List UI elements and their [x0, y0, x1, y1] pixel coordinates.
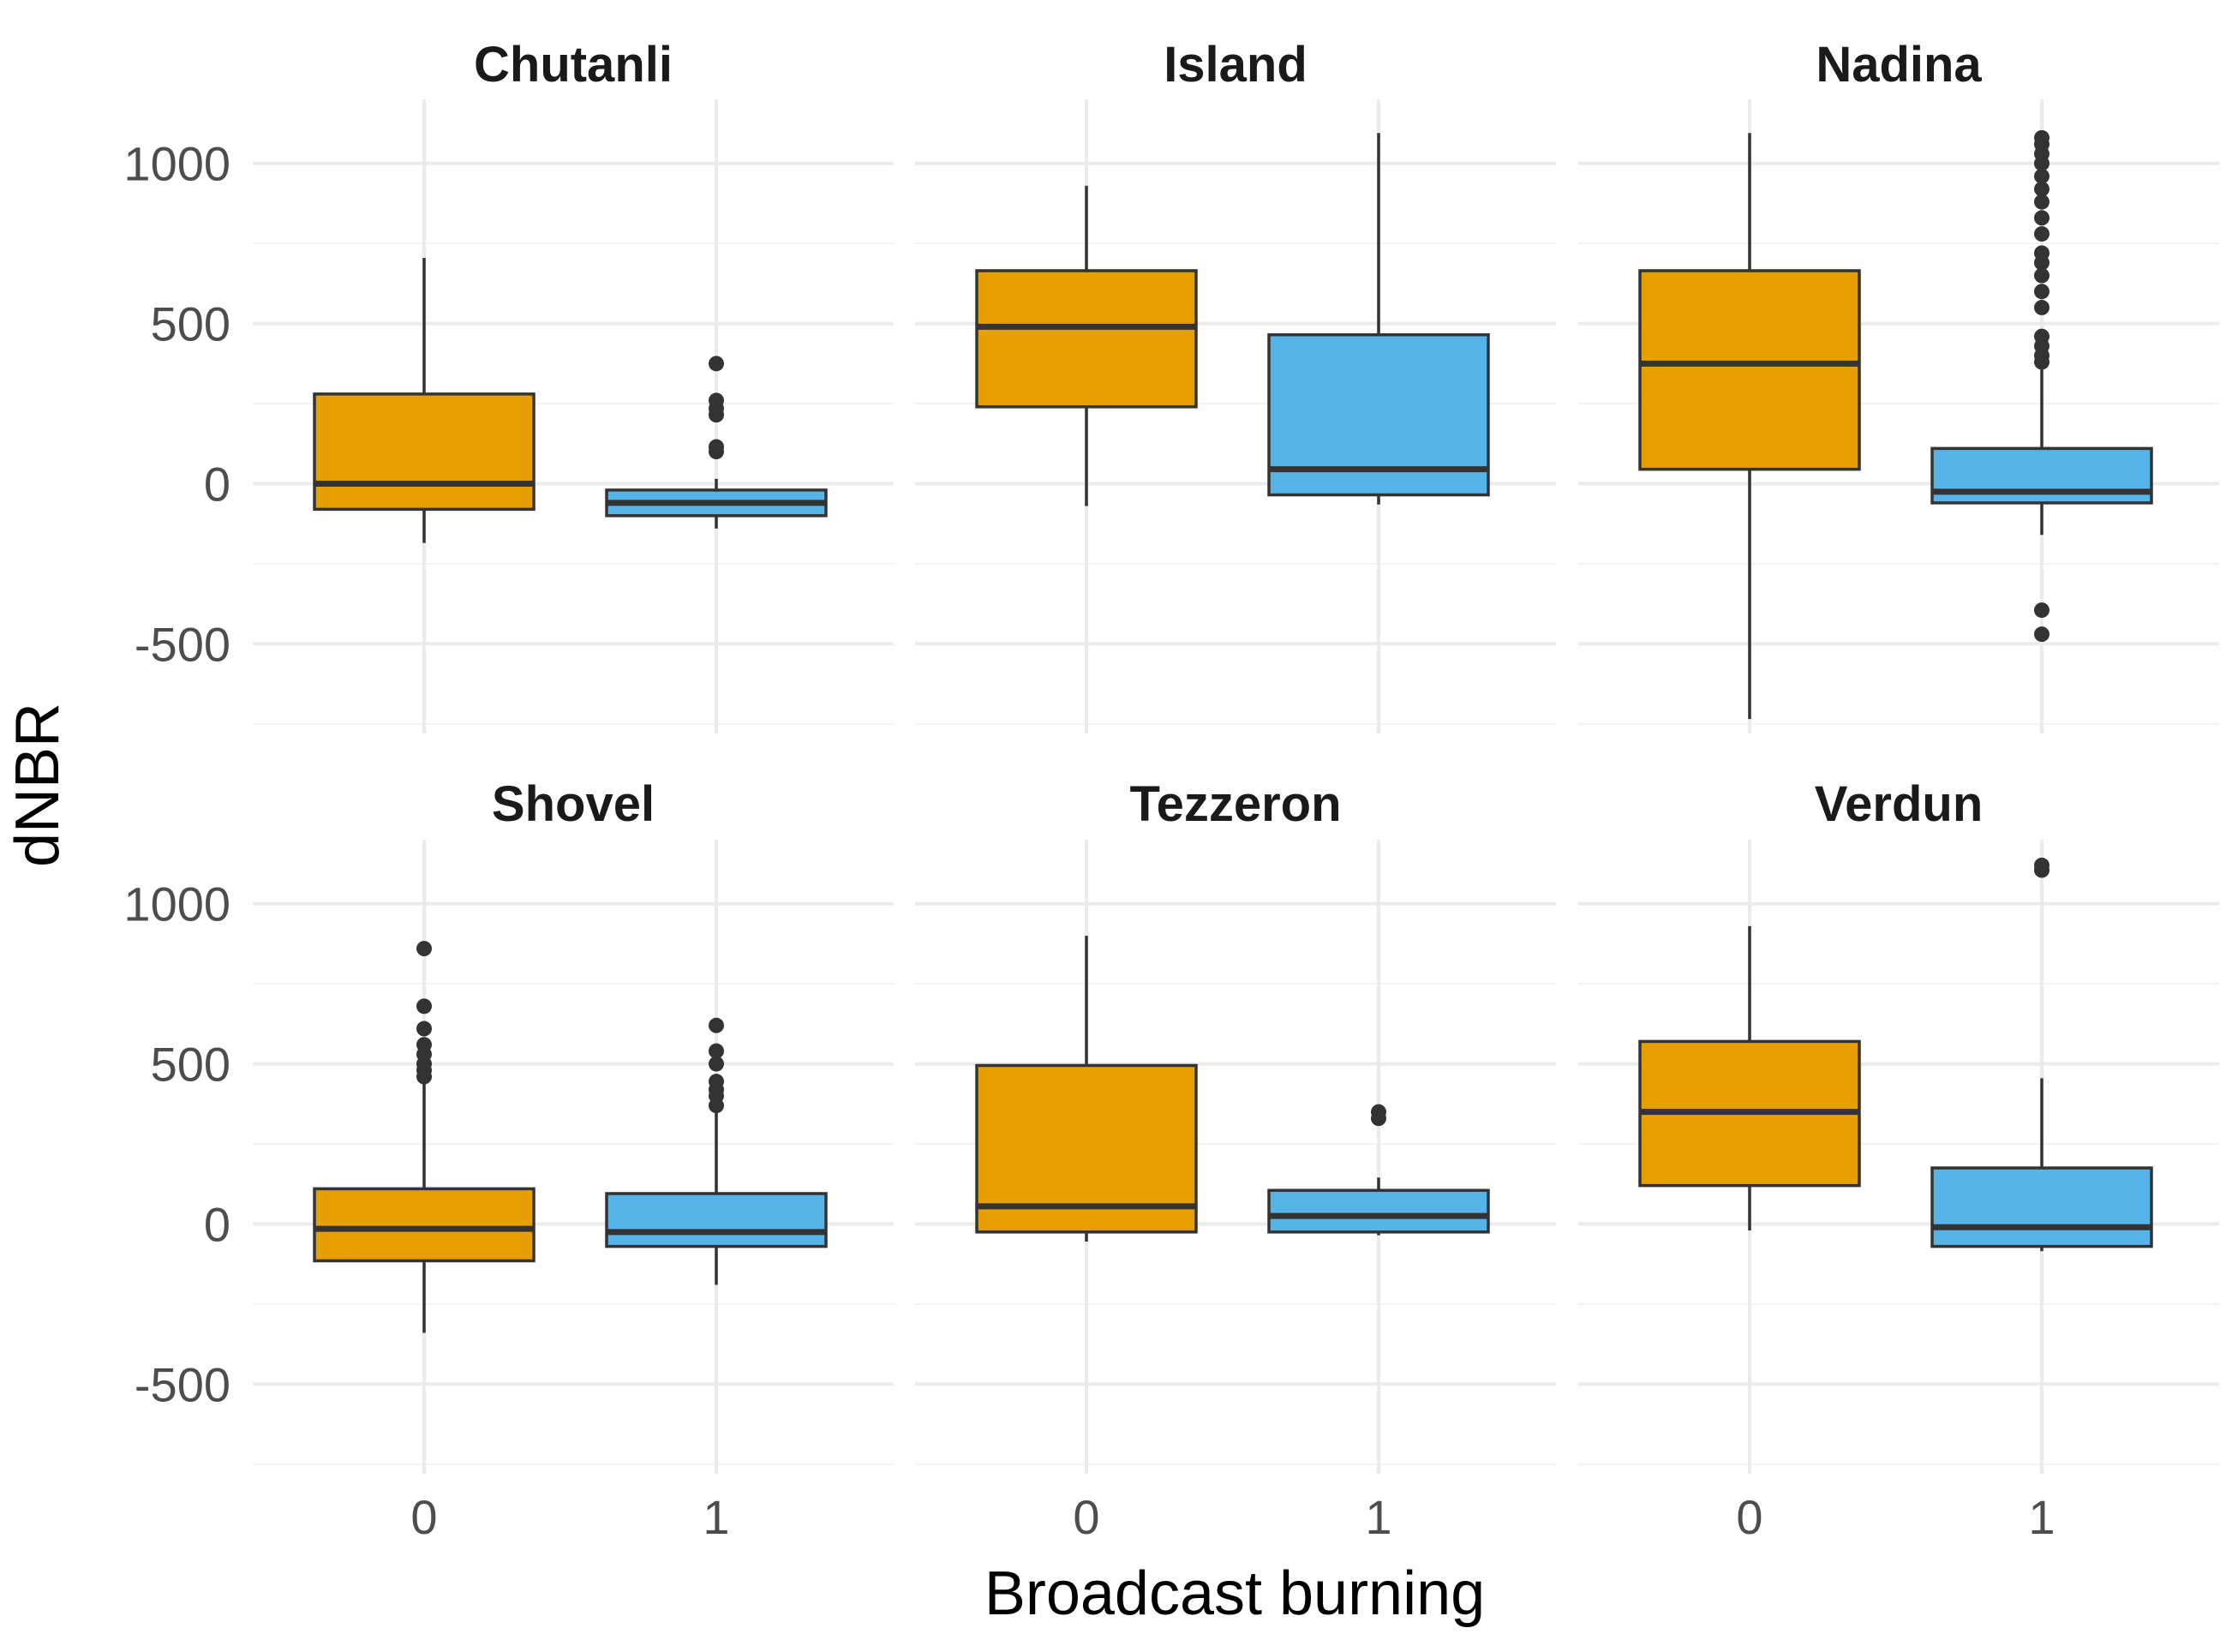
outlier-point	[709, 392, 724, 409]
y-tick-label: 500	[151, 297, 230, 351]
x-axis-title: Broadcast burning	[984, 1559, 1485, 1628]
facet-label-tezzeron: Tezzeron	[1129, 776, 1341, 832]
outlier-point	[2034, 168, 2050, 184]
outlier-point	[2034, 284, 2050, 300]
y-tick-label: -500	[135, 617, 230, 671]
box-verdun-0	[1638, 925, 1861, 1230]
outlier-point	[1371, 1104, 1386, 1120]
outlier-point	[2034, 181, 2050, 197]
outlier-point	[2034, 225, 2050, 242]
outlier-point	[2034, 245, 2050, 261]
boxes-layer	[313, 129, 2153, 1333]
y-tick-label: 0	[204, 1197, 230, 1251]
outlier-point	[2034, 299, 2050, 315]
box-island-1	[1267, 133, 1490, 505]
outlier-point	[2034, 626, 2050, 643]
y-tick-label: -500	[135, 1357, 230, 1411]
iqr-box	[313, 1187, 536, 1263]
outlier-point	[709, 1056, 724, 1072]
y-axis-title: dNBR	[3, 703, 72, 867]
y-tick-label: 0	[204, 457, 230, 511]
x-tick-labels-layer: 0 1 0 1 0 1	[410, 1490, 2055, 1544]
outlier-point	[2034, 194, 2050, 210]
facet-label-shovel: Shovel	[492, 776, 655, 832]
outlier-point	[2034, 267, 2050, 284]
outlier-point	[416, 998, 432, 1015]
facet-label-verdun: Verdun	[1815, 776, 1984, 832]
strip-labels-layer: Chutanli Island Nadina Shovel Tezzeron Verdun	[474, 37, 1983, 832]
y-tick-label: 1000	[123, 877, 230, 931]
box-tezzeron-1	[1267, 1104, 1490, 1236]
facet-label-chutanli: Chutanli	[474, 37, 673, 93]
iqr-box	[1638, 269, 1861, 471]
outlier-point	[709, 1043, 724, 1059]
iqr-box	[1930, 1166, 2153, 1248]
box-shovel-0	[313, 941, 536, 1333]
outlier-point	[2034, 210, 2050, 226]
outlier-point	[416, 941, 432, 957]
iqr-box	[313, 392, 536, 512]
x-tick-label: 1	[703, 1490, 729, 1544]
outlier-point	[709, 1017, 724, 1033]
box-tezzeron-0	[975, 936, 1198, 1242]
y-tick-label: 1000	[123, 137, 230, 191]
x-tick-label: 0	[1073, 1490, 1099, 1544]
outlier-point	[2034, 857, 2050, 873]
facet-label-island: Island	[1164, 37, 1307, 93]
outlier-point	[709, 1074, 724, 1090]
iqr-box	[975, 269, 1198, 409]
x-tick-label: 1	[2028, 1490, 2055, 1544]
x-tick-label: 0	[410, 1490, 437, 1544]
facet-label-nadina: Nadina	[1816, 37, 1982, 93]
x-tick-label: 1	[1365, 1490, 1391, 1544]
y-tick-labels-layer: -500 0 500 1000 -500 0 500 1000	[123, 137, 230, 1412]
outlier-point	[416, 1021, 432, 1037]
outlier-point	[2034, 328, 2050, 344]
iqr-box	[1267, 1188, 1490, 1234]
x-tick-label: 0	[1736, 1490, 1762, 1544]
box-chutanli-1	[605, 356, 828, 529]
box-verdun-1	[1930, 857, 2153, 1252]
iqr-box	[605, 1192, 828, 1248]
outlier-point	[2034, 602, 2050, 619]
y-tick-label: 500	[151, 1038, 230, 1092]
iqr-box	[1930, 446, 2153, 505]
outlier-point	[2034, 129, 2050, 146]
box-nadina-1	[1930, 129, 2153, 643]
outlier-point	[709, 439, 724, 455]
outlier-point	[709, 356, 724, 372]
box-shovel-1	[605, 1017, 828, 1285]
box-chutanli-0	[313, 258, 536, 543]
outlier-point	[416, 1037, 432, 1053]
box-island-0	[975, 185, 1198, 506]
box-nadina-0	[1638, 133, 1861, 720]
